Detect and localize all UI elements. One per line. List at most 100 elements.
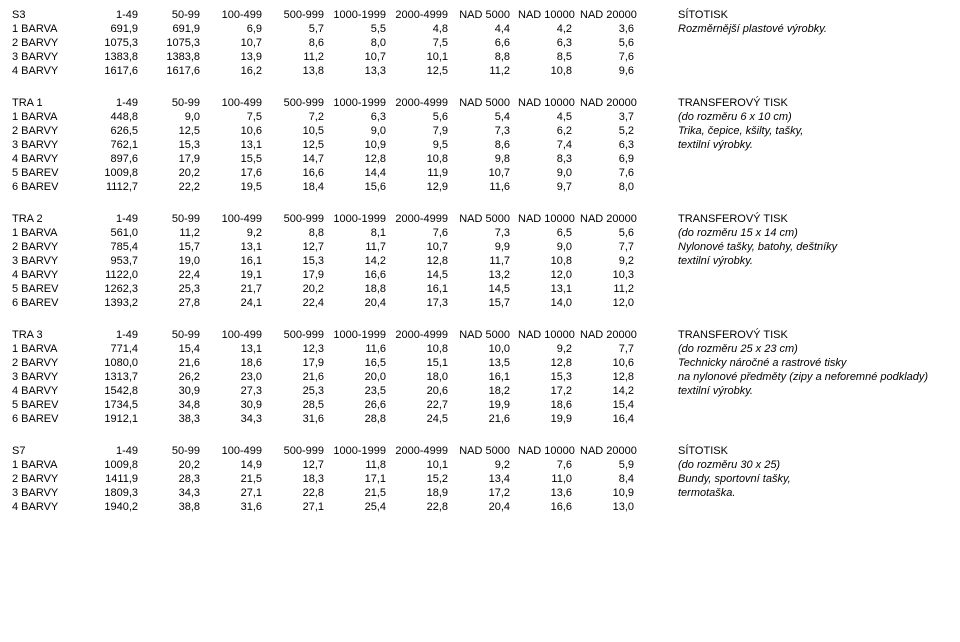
price-table: S31-4950-99100-499500-9991000-19992000-4…	[8, 8, 952, 78]
cell: 13,1	[204, 342, 266, 356]
cell: 5,5	[328, 22, 390, 36]
cell: 7,5	[204, 110, 266, 124]
cell: 11,2	[266, 50, 328, 64]
cell: 15,1	[390, 356, 452, 370]
cell: 1009,8	[80, 166, 142, 180]
table-row: 1 BARVA771,415,413,112,311,610,810,09,27…	[8, 342, 952, 356]
price-table: S71-4950-99100-499500-9991000-19992000-4…	[8, 444, 952, 514]
cell: 16,4	[576, 412, 638, 426]
table-row: 6 BAREV1393,227,824,122,420,417,315,714,…	[8, 296, 952, 310]
cell: 10,8	[514, 64, 576, 78]
cell: 1617,6	[80, 64, 142, 78]
row-note	[638, 50, 952, 64]
cell: 1009,8	[80, 458, 142, 472]
cell: 8,0	[328, 36, 390, 50]
cell: 13,5	[452, 356, 514, 370]
cell: 12,8	[390, 254, 452, 268]
cell: 9,2	[204, 226, 266, 240]
cell: 18,9	[390, 486, 452, 500]
cell: 22,7	[390, 398, 452, 412]
table-note-head: TRANSFEROVÝ TISK	[638, 96, 952, 110]
cell: 24,5	[390, 412, 452, 426]
row-note: Nylonové tašky, batohy, deštníky	[638, 240, 952, 254]
cell: 19,9	[452, 398, 514, 412]
col-header: 500-999	[266, 96, 328, 110]
cell: 22,2	[142, 180, 204, 194]
table-row: 2 BARVY626,512,510,610,59,07,97,36,25,2T…	[8, 124, 952, 138]
cell: 6,6	[452, 36, 514, 50]
cell: 9,0	[328, 124, 390, 138]
col-header: 500-999	[266, 8, 328, 22]
row-label: 5 BAREV	[8, 398, 80, 412]
col-header: 100-499	[204, 444, 266, 458]
col-header: NAD 20000	[576, 444, 638, 458]
col-header: NAD 10000	[514, 212, 576, 226]
cell: 4,5	[514, 110, 576, 124]
cell: 13,1	[514, 282, 576, 296]
cell: 10,8	[390, 152, 452, 166]
cell: 18,8	[328, 282, 390, 296]
row-note	[638, 180, 952, 194]
cell: 3,6	[576, 22, 638, 36]
cell: 13,4	[452, 472, 514, 486]
col-header: 500-999	[266, 328, 328, 342]
table-row: 6 BAREV1112,722,219,518,415,612,911,69,7…	[8, 180, 952, 194]
cell: 14,2	[576, 384, 638, 398]
cell: 10,9	[576, 486, 638, 500]
cell: 1075,3	[142, 36, 204, 50]
cell: 27,1	[266, 500, 328, 514]
cell: 5,9	[576, 458, 638, 472]
cell: 7,5	[390, 36, 452, 50]
cell: 1383,8	[142, 50, 204, 64]
cell: 11,0	[514, 472, 576, 486]
cell: 24,1	[204, 296, 266, 310]
table-row: 2 BARVY1080,021,618,617,916,515,113,512,…	[8, 356, 952, 370]
cell: 12,7	[266, 458, 328, 472]
col-header: 1-49	[80, 8, 142, 22]
cell: 22,4	[266, 296, 328, 310]
cell: 10,7	[204, 36, 266, 50]
cell: 22,4	[142, 268, 204, 282]
col-header: NAD 5000	[452, 444, 514, 458]
cell: 25,4	[328, 500, 390, 514]
cell: 10,1	[390, 458, 452, 472]
row-label: 2 BARVY	[8, 36, 80, 50]
cell: 9,9	[452, 240, 514, 254]
cell: 10,8	[390, 342, 452, 356]
table-code: S7	[8, 444, 80, 458]
col-header: 50-99	[142, 212, 204, 226]
table-row: 4 BARVY1940,238,831,627,125,422,820,416,…	[8, 500, 952, 514]
cell: 9,0	[514, 240, 576, 254]
row-note: (do rozměru 6 x 10 cm)	[638, 110, 952, 124]
cell: 14,2	[328, 254, 390, 268]
col-header: NAD 10000	[514, 444, 576, 458]
cell: 20,2	[142, 166, 204, 180]
cell: 13,9	[204, 50, 266, 64]
row-note: (do rozměru 15 x 14 cm)	[638, 226, 952, 240]
row-label: 3 BARVY	[8, 50, 80, 64]
cell: 21,5	[204, 472, 266, 486]
cell: 10,3	[576, 268, 638, 282]
col-header: NAD 20000	[576, 96, 638, 110]
col-header: NAD 10000	[514, 328, 576, 342]
col-header: NAD 5000	[452, 212, 514, 226]
row-label: 1 BARVA	[8, 22, 80, 36]
cell: 5,4	[452, 110, 514, 124]
cell: 6,9	[204, 22, 266, 36]
cell: 11,9	[390, 166, 452, 180]
col-header: NAD 10000	[514, 8, 576, 22]
cell: 9,5	[390, 138, 452, 152]
cell: 13,6	[514, 486, 576, 500]
row-label: 4 BARVY	[8, 384, 80, 398]
col-header: 1-49	[80, 328, 142, 342]
cell: 18,4	[266, 180, 328, 194]
cell: 19,0	[142, 254, 204, 268]
col-header: 2000-4999	[390, 212, 452, 226]
row-note	[638, 282, 952, 296]
col-header: 1000-1999	[328, 444, 390, 458]
cell: 25,3	[266, 384, 328, 398]
table-row: 2 BARVY1411,928,321,518,317,115,213,411,…	[8, 472, 952, 486]
cell: 691,9	[142, 22, 204, 36]
cell: 7,6	[576, 166, 638, 180]
cell: 20,2	[266, 282, 328, 296]
